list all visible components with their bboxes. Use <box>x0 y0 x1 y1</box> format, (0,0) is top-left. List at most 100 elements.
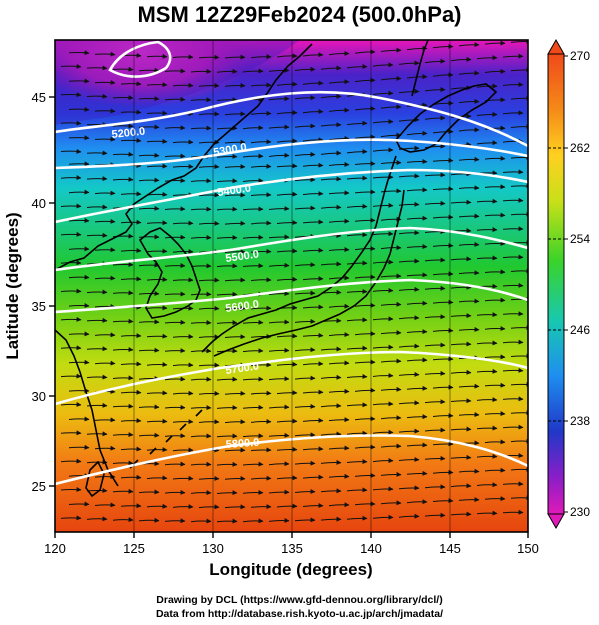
wind-arrow <box>86 176 108 182</box>
wind-arrow <box>68 303 90 308</box>
wind-arrow <box>294 403 316 409</box>
wind-arrow <box>216 263 238 269</box>
contour-label-5500: 5500.0 <box>225 248 260 265</box>
wind-arrow <box>406 499 428 505</box>
wind-arrow <box>250 82 272 88</box>
y-tick-label: 40 <box>32 196 46 211</box>
wind-arrow <box>138 124 160 130</box>
wind-arrow <box>112 432 134 438</box>
wind-arrow <box>432 498 454 504</box>
wind-arrow <box>268 67 290 73</box>
wind-arrow <box>94 51 116 57</box>
colorbar-lower-arrow <box>547 513 565 530</box>
wind-arrow <box>476 425 498 431</box>
wind-arrow <box>224 277 246 283</box>
wind-arrow <box>60 316 82 322</box>
wind-arrow <box>86 204 108 210</box>
wind-arrow <box>510 325 528 331</box>
contour-label-5700: 5700.0 <box>225 360 260 377</box>
wind-arrow <box>354 416 376 422</box>
wind-arrow <box>510 95 528 101</box>
wind-arrow <box>94 136 116 142</box>
wind-arrow <box>138 96 160 102</box>
wind-arrow <box>242 518 264 524</box>
wind-arrow <box>302 446 324 452</box>
wind-arrow <box>450 369 472 375</box>
wind-arrow <box>398 513 420 519</box>
wind-arrow <box>112 347 134 352</box>
contour-labels: 5200.0 5300.0 5400.0 5500.0 5600.0 5700.… <box>111 126 260 451</box>
wind-arrow <box>328 79 350 85</box>
wind-arrow <box>68 50 90 56</box>
wind-arrow <box>502 110 524 116</box>
wind-arrow <box>294 123 316 129</box>
wind-arrow <box>94 474 116 480</box>
wind-arrow <box>450 199 472 205</box>
wind-arrow <box>250 163 272 169</box>
wind-arrow <box>406 272 428 278</box>
wind-arrow <box>502 81 524 87</box>
wind-arrow <box>502 339 524 345</box>
wind-arrow <box>328 135 350 141</box>
wind-arrow <box>146 53 168 59</box>
wind-arrow <box>406 470 428 476</box>
wind-arrow <box>510 353 528 359</box>
wind-arrow <box>328 161 350 167</box>
wind-arrow <box>484 269 506 275</box>
wind-arrow <box>458 412 480 418</box>
wind-arrow <box>424 200 446 206</box>
wind-arrow <box>164 125 186 131</box>
wind-arrow <box>86 488 108 493</box>
wind-arrow <box>146 447 168 453</box>
wind-arrow <box>172 220 194 226</box>
wind-arrow <box>268 517 290 523</box>
colorbar-tick-label: 254 <box>570 232 590 246</box>
wind-arrow <box>138 152 160 158</box>
wind-arrow <box>60 175 82 181</box>
wind-arrow <box>276 138 298 144</box>
wind-arrow <box>146 110 168 116</box>
wind-arrow <box>328 360 350 366</box>
wind-arrow <box>216 291 238 297</box>
wind-arrow <box>112 488 134 494</box>
wind-arrow <box>424 257 446 263</box>
wind-arrow <box>502 254 524 260</box>
wind-arrow <box>424 143 446 149</box>
wind-arrow <box>242 433 264 439</box>
wind-arrow <box>380 160 402 166</box>
wind-arrow <box>294 517 316 523</box>
wind-arrow <box>432 384 454 390</box>
wind-arrow <box>346 203 368 209</box>
wind-arrow <box>190 97 212 103</box>
wind-arrow <box>502 311 524 317</box>
wind-arrow <box>302 52 324 58</box>
wind-arrow <box>406 357 428 363</box>
wind-arrow <box>112 151 134 157</box>
wind-arrow <box>502 424 524 430</box>
wind-arrow <box>346 459 368 465</box>
wind-arrow <box>302 389 324 395</box>
wind-arrow <box>450 341 472 347</box>
wind-arrow <box>224 305 246 311</box>
wind-arrow <box>250 504 272 510</box>
wind-arrow <box>94 502 116 508</box>
wind-arrow <box>380 47 402 53</box>
wind-arrow <box>250 447 272 453</box>
wind-arrow <box>294 177 316 183</box>
wind-arrow <box>190 178 212 184</box>
wind-arrow <box>164 206 186 212</box>
wind-arrow <box>484 68 506 74</box>
wind-arrow <box>432 186 454 192</box>
wind-arrow <box>328 50 350 56</box>
wind-arrow <box>432 271 454 277</box>
coastline-sakhalin <box>411 40 429 97</box>
wind-arrow <box>346 317 368 323</box>
wind-arrow <box>484 40 506 46</box>
wind-arrow <box>302 80 324 86</box>
wind-arrow <box>484 212 506 218</box>
wind-arrow <box>484 184 506 190</box>
wind-arrow <box>268 124 290 130</box>
wind-arrow <box>476 140 498 146</box>
wind-arrow <box>502 481 524 487</box>
wind-arrow <box>510 211 528 217</box>
